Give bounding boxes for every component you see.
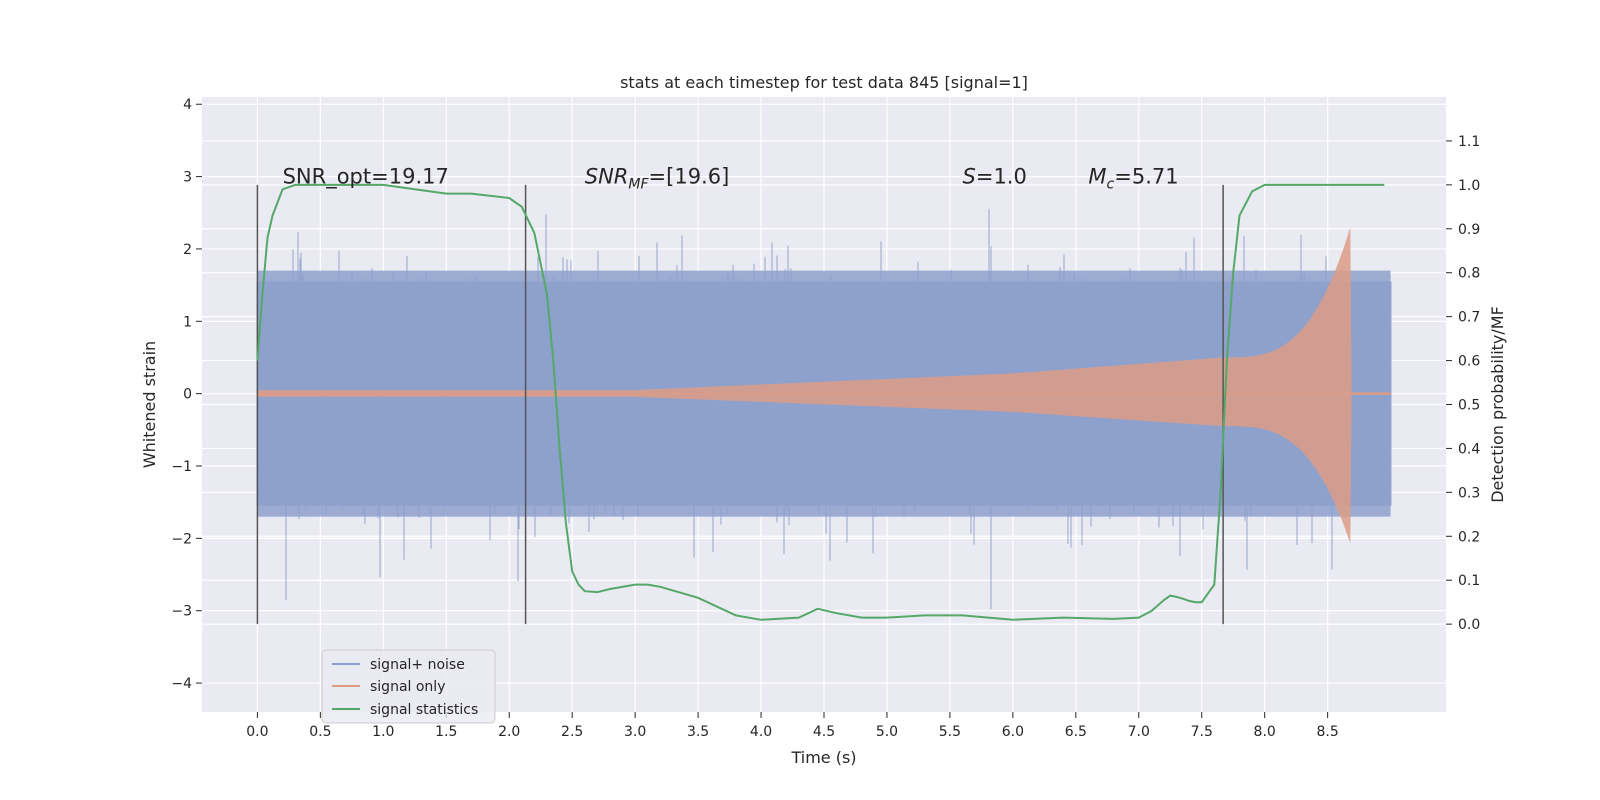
x-tick-label: 2.5 bbox=[561, 724, 583, 740]
x-tick-label: 6.0 bbox=[1002, 724, 1024, 740]
annotation-mc-main: M bbox=[1088, 165, 1106, 189]
annotations: SNR_opt=19.17 SNRMF=[19.6] S=1.0 Mc=5.71 bbox=[283, 165, 1179, 193]
y-right-tick-label: 0.9 bbox=[1458, 222, 1480, 238]
y-right-tick-label: 0.4 bbox=[1458, 441, 1480, 457]
y-left-tick-label: 4 bbox=[183, 97, 192, 113]
y-left-tick-label: −3 bbox=[171, 604, 192, 620]
y-left-tick-label: −4 bbox=[171, 676, 192, 692]
y-left-tick-label: 2 bbox=[183, 242, 192, 258]
y-right-tick-label: 0.0 bbox=[1458, 617, 1480, 633]
annotation-mc-value: =5.71 bbox=[1114, 165, 1178, 189]
annotation-mc-sub: c bbox=[1107, 177, 1115, 193]
x-tick-label: 0.5 bbox=[309, 724, 331, 740]
x-tick-label: 0.0 bbox=[246, 724, 268, 740]
x-tick-label: 2.0 bbox=[498, 724, 520, 740]
x-tick-label: 4.5 bbox=[813, 724, 835, 740]
annotation-mc: Mc=5.71 bbox=[1088, 165, 1178, 193]
legend-label-signal: signal only bbox=[370, 679, 445, 695]
y-left-tick-label: −1 bbox=[171, 459, 192, 475]
x-tick-label: 8.5 bbox=[1317, 724, 1339, 740]
x-tick-label: 4.0 bbox=[750, 724, 772, 740]
y-right-tick-label: 0.5 bbox=[1458, 398, 1480, 414]
annotation-s-main: S bbox=[963, 165, 976, 189]
legend-label-statistics: signal statistics bbox=[370, 702, 478, 718]
annotation-snr-opt: SNR_opt=19.17 bbox=[283, 165, 449, 190]
legend-frame bbox=[321, 649, 496, 724]
annotation-snr-mf-value: =[19.6] bbox=[649, 165, 730, 189]
legend-label-noise: signal+ noise bbox=[370, 657, 465, 673]
legend: signal+ noise signal only signal statist… bbox=[321, 649, 496, 724]
x-axis-label: Time (s) bbox=[790, 748, 856, 767]
x-tick-label: 7.0 bbox=[1128, 724, 1150, 740]
annotation-s: S=1.0 bbox=[963, 165, 1027, 189]
signal-statistics-series bbox=[256, 183, 1385, 621]
annotation-snr-mf: SNRMF=[19.6] bbox=[585, 165, 730, 193]
y-left-tick-label: 3 bbox=[183, 170, 192, 186]
y-axis-right-label: Detection probability/MF bbox=[1488, 306, 1507, 503]
annotation-snr-mf-sub: MF bbox=[628, 177, 649, 193]
annotation-s-value: =1.0 bbox=[976, 165, 1027, 189]
y-axis-left-label: Whitened strain bbox=[140, 341, 159, 468]
y-right-tick-label: 1.1 bbox=[1458, 134, 1480, 150]
x-tick-label: 3.5 bbox=[687, 724, 709, 740]
y-right-tick-label: 0.1 bbox=[1458, 573, 1480, 589]
x-tick-label: 3.0 bbox=[624, 724, 646, 740]
x-tick-label: 1.0 bbox=[372, 724, 394, 740]
y-right-tick-label: 0.2 bbox=[1458, 529, 1480, 545]
y-left-tick-label: 0 bbox=[183, 387, 192, 403]
annotation-snr-mf-main: SNR bbox=[585, 165, 629, 189]
y-right-tick-label: 0.3 bbox=[1458, 485, 1480, 501]
y-right-tick-label: 1.0 bbox=[1458, 178, 1480, 194]
signal-only-series bbox=[257, 227, 1391, 544]
vertical-markers bbox=[256, 184, 1224, 625]
x-tick-label: 5.5 bbox=[939, 724, 961, 740]
chart-title: stats at each timestep for test data 845… bbox=[620, 73, 1028, 92]
signal-only-envelope bbox=[257, 227, 1391, 544]
signal-statistics-line bbox=[256, 183, 1385, 621]
y-left-tick-label: 1 bbox=[183, 314, 192, 330]
x-tick-label: 7.5 bbox=[1191, 724, 1213, 740]
x-tick-label: 1.5 bbox=[435, 724, 457, 740]
x-tick-label: 8.0 bbox=[1254, 724, 1276, 740]
y-right-tick-label: 0.8 bbox=[1458, 266, 1480, 282]
x-tick-label: 5.0 bbox=[876, 724, 898, 740]
y-left-tick-label: −2 bbox=[171, 531, 192, 547]
x-tick-label: 6.5 bbox=[1065, 724, 1087, 740]
axis-ticks: 0.0 0.5 1.0 1.5 2.0 2.5 3.0 3.5 4.0 4.5 5.0 5.5 6.0 6… bbox=[171, 97, 1480, 740]
y-right-tick-label: 0.7 bbox=[1458, 310, 1480, 326]
y-right-tick-label: 0.6 bbox=[1458, 354, 1480, 370]
